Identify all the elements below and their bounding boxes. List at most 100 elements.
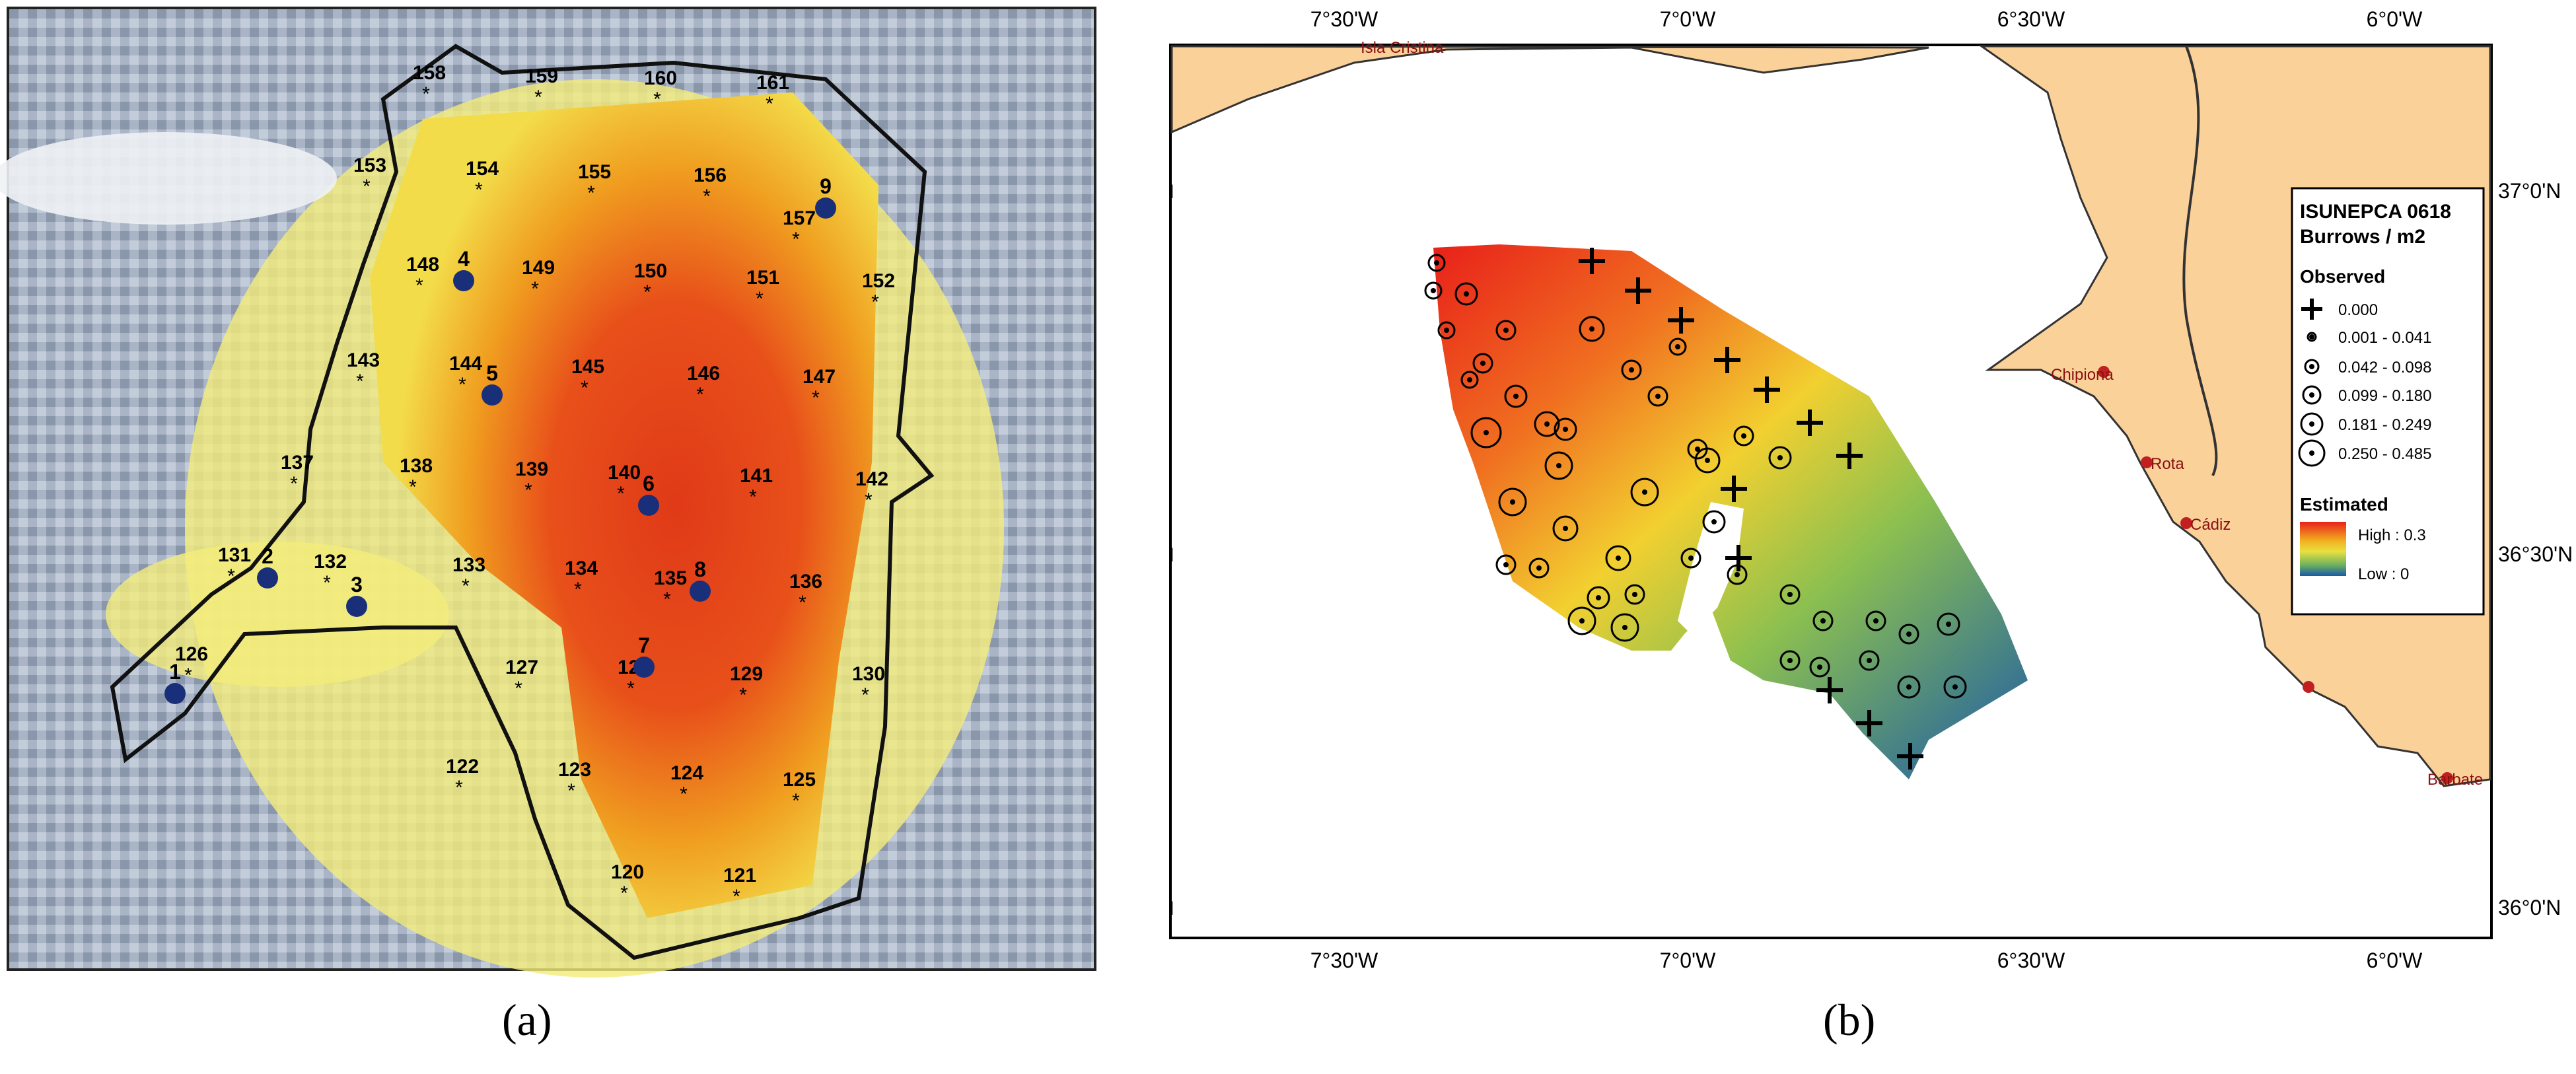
observed-density-marker bbox=[1621, 359, 1642, 380]
station-marker: * bbox=[475, 179, 483, 201]
observed-density-marker bbox=[1859, 650, 1880, 671]
sample-point bbox=[633, 657, 655, 678]
station-marker: * bbox=[415, 275, 423, 297]
legend-observed-class-label: 0.181 - 0.249 bbox=[2338, 416, 2431, 434]
observed-density-marker bbox=[2304, 359, 2320, 375]
station-marker: * bbox=[184, 664, 192, 686]
observed-density-marker bbox=[1528, 557, 1550, 579]
bottom-axis-label: 6°30'W bbox=[1997, 949, 2065, 972]
legend-observed-class-label: 0.001 - 0.041 bbox=[2338, 329, 2431, 347]
station-marker: * bbox=[531, 278, 539, 300]
station-label: 124 bbox=[670, 762, 703, 784]
observed-density-marker bbox=[1427, 254, 1446, 272]
station-marker: * bbox=[653, 89, 661, 110]
legend-subtitle: Burrows / m2 bbox=[2300, 226, 2425, 248]
station-label: 136 bbox=[789, 571, 822, 592]
station-marker: * bbox=[290, 473, 298, 495]
station-marker: * bbox=[574, 579, 582, 600]
place-label: Chipiona bbox=[2051, 366, 2114, 384]
observed-density-marker bbox=[1897, 675, 1921, 699]
station-marker: * bbox=[567, 780, 575, 802]
sample-point bbox=[346, 596, 367, 617]
station-label: 133 bbox=[452, 554, 485, 576]
station-label: 153 bbox=[353, 155, 386, 176]
station-marker: * bbox=[865, 489, 873, 511]
top-axis-label: 6°0'W bbox=[2367, 7, 2423, 31]
observed-density-marker bbox=[1680, 548, 1701, 569]
station-marker: * bbox=[703, 186, 711, 207]
observed-density-marker bbox=[1647, 386, 1668, 407]
observed-zero-marker bbox=[1856, 710, 1882, 736]
observed-density-marker bbox=[1495, 320, 1517, 341]
legend-high-label: High : 0.3 bbox=[2358, 526, 2426, 544]
legend-observed-class-label: 0.250 - 0.485 bbox=[2338, 445, 2431, 463]
station-marker: * bbox=[749, 486, 757, 508]
observed-density-marker bbox=[1668, 338, 1687, 356]
station-label: 137 bbox=[281, 452, 314, 474]
legend-observed-classes: 0.000 0.001 - 0.041 0.042 - 0.098 0.099 - 0… bbox=[2298, 299, 2431, 467]
place-marker bbox=[2303, 681, 2314, 693]
observed-density-marker bbox=[1554, 417, 1577, 441]
panel-b-burrow-map: 7°30'W 7°0'W 6°30'W 6°0'W 7°30'W 7°0'W 6… bbox=[1160, 0, 2576, 1045]
observed-density-marker bbox=[1498, 487, 1527, 517]
bottom-axis-label: 6°0'W bbox=[2367, 949, 2423, 972]
station-marker: * bbox=[458, 374, 466, 396]
left-axis-label: N bbox=[1169, 181, 1174, 203]
station-label: 131 bbox=[218, 544, 251, 566]
bottom-axis-label: 7°30'W bbox=[1310, 949, 1378, 972]
station-marker: * bbox=[617, 483, 625, 505]
place-marker bbox=[2098, 366, 2110, 378]
top-axis-label: 7°30'W bbox=[1310, 7, 1378, 31]
sample-point bbox=[638, 495, 659, 516]
legend-low-label: Low : 0 bbox=[2358, 565, 2409, 583]
panel-a-svg: 158*159*160*161*153*154*155*156*157*148*… bbox=[0, 7, 1096, 978]
sample-point-label: 4 bbox=[458, 247, 470, 271]
observed-density-marker bbox=[1437, 321, 1456, 340]
observed-density-marker bbox=[1898, 624, 1919, 645]
station-labels: 158*159*160*161*153*154*155*156*157*148*… bbox=[175, 62, 895, 908]
legend-color-ramp bbox=[2300, 522, 2346, 576]
station-marker: * bbox=[524, 480, 532, 501]
station-marker: * bbox=[363, 176, 371, 197]
station-label: 150 bbox=[634, 260, 667, 282]
station-marker: * bbox=[620, 882, 628, 904]
observed-density-marker bbox=[1470, 417, 1502, 448]
sample-point-label: 7 bbox=[638, 633, 650, 657]
caption-a: (a) bbox=[502, 995, 552, 1045]
river bbox=[2182, 46, 2218, 476]
station-label: 160 bbox=[644, 67, 677, 89]
station-label: 145 bbox=[571, 356, 604, 378]
observed-zero-marker bbox=[1625, 277, 1651, 304]
observed-density-marker bbox=[1768, 446, 1792, 470]
station-label: 147 bbox=[803, 366, 836, 388]
sample-point-label: 2 bbox=[262, 544, 273, 568]
station-label: 139 bbox=[515, 458, 548, 480]
station-label: 138 bbox=[400, 455, 433, 477]
observed-zero-marker bbox=[2301, 299, 2322, 320]
station-label: 130 bbox=[852, 663, 885, 685]
place-label: Isla Cristina bbox=[1361, 39, 1444, 57]
land-north bbox=[1170, 45, 1929, 134]
right-axis-label: 36°0'N bbox=[2498, 896, 2561, 919]
station-marker: * bbox=[587, 182, 595, 204]
observed-zero-marker bbox=[1897, 743, 1923, 770]
station-label: 161 bbox=[756, 72, 789, 94]
sample-points: 1 2 3 4 5 6 7 8 9 bbox=[164, 174, 836, 704]
sample-point-label: 8 bbox=[694, 557, 706, 581]
observed-density-marker bbox=[1733, 425, 1754, 447]
station-marker: * bbox=[739, 684, 747, 706]
station-label: 142 bbox=[855, 468, 888, 490]
station-marker: * bbox=[756, 288, 764, 310]
legend-observed-class-label: 0.000 bbox=[2338, 301, 2378, 319]
observed-density-marker bbox=[1534, 411, 1560, 437]
station-marker: * bbox=[680, 783, 688, 805]
right-axis-label: 36°30'N bbox=[2498, 542, 2573, 566]
map-legend: ISUNEPCA 0618 Burrows / m2 Observed 0.00… bbox=[2291, 187, 2485, 616]
station-marker: * bbox=[792, 229, 800, 250]
panel-a-bright-band bbox=[0, 132, 337, 225]
station-label: 156 bbox=[694, 164, 727, 186]
place-label: Barbate bbox=[2427, 771, 2483, 789]
observed-zero-marker bbox=[1797, 410, 1823, 436]
station-marker: * bbox=[581, 377, 589, 399]
station-label: 144 bbox=[449, 353, 482, 375]
